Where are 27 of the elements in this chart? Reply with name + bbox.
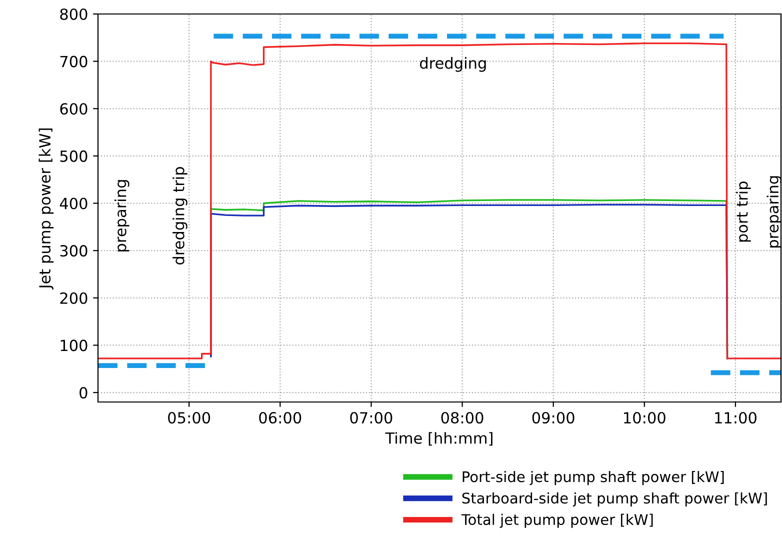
legend-label: Total jet pump power [kW] (461, 514, 653, 528)
x-tick-label: 11:00 (715, 412, 756, 424)
y-tick-label: 800 (60, 8, 88, 20)
y-tick-label: 200 (60, 292, 88, 304)
x-tick-label: 07:00 (350, 412, 392, 424)
legend-label: Port-side jet pump shaft power [kW] (462, 470, 724, 486)
y-tick-label: 0 (80, 387, 88, 399)
y-tick-label: 400 (60, 198, 88, 210)
x-tick-label: 08:00 (441, 412, 484, 424)
annotation: preparing (114, 180, 130, 252)
y-tick-label: 300 (60, 245, 88, 257)
x-axis-title: Time [hh:mm] (385, 432, 492, 446)
annotation: preparing (766, 176, 782, 248)
line-series (98, 42, 781, 360)
y-tick-label: 100 (60, 340, 88, 352)
x-tick-label: 06:00 (259, 412, 302, 424)
x-tick-label: 05:00 (168, 412, 210, 424)
annotation: dredging (420, 57, 486, 72)
y-tick-label: 600 (60, 103, 88, 115)
y-tick-label: 700 (60, 56, 88, 68)
x-tick-label: 09:00 (532, 412, 574, 424)
legend-label: Starboard-side jet pump shaft power [kW] (462, 492, 767, 506)
x-tick-label: 10:00 (624, 412, 666, 424)
y-axis-title: Jet pump power [kW] (38, 128, 54, 290)
annotation: dredging trip (172, 167, 188, 264)
y-tick-label: 500 (60, 150, 88, 162)
annotation: port trip (736, 182, 751, 242)
